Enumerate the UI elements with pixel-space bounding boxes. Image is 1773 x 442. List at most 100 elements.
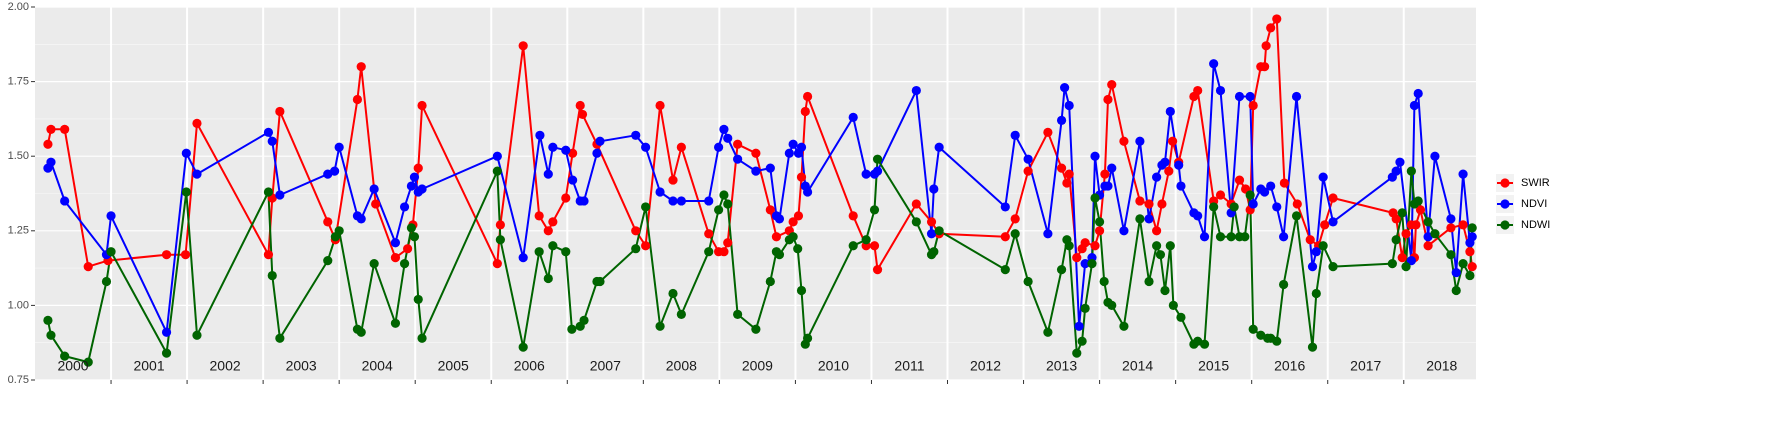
data-point — [1446, 214, 1456, 224]
data-point — [161, 327, 172, 337]
data-point — [848, 241, 858, 251]
data-point — [1272, 202, 1282, 212]
data-point — [1193, 211, 1203, 221]
data-point — [595, 276, 605, 287]
data-point — [1010, 214, 1020, 224]
data-point — [352, 94, 363, 105]
data-point — [802, 187, 813, 197]
data-point — [1413, 88, 1423, 99]
data-point — [548, 241, 558, 251]
data-point — [1467, 262, 1477, 272]
data-point — [1107, 79, 1117, 90]
data-point — [1465, 247, 1475, 257]
data-point — [1080, 238, 1090, 248]
data-point — [1077, 336, 1087, 346]
data-point — [1291, 211, 1302, 221]
data-point — [733, 139, 743, 149]
legend-label: SWIR — [1521, 177, 1550, 189]
data-point — [101, 276, 112, 287]
data-point — [534, 211, 544, 221]
data-point — [267, 136, 277, 146]
data-point — [788, 139, 798, 149]
data-point — [788, 217, 798, 227]
data-point — [1103, 94, 1113, 105]
data-point — [872, 264, 883, 275]
data-point — [1176, 312, 1186, 322]
data-point — [60, 351, 70, 361]
data-point — [765, 205, 775, 215]
data-point — [1160, 157, 1170, 167]
year-label: 2016 — [1274, 358, 1305, 374]
data-point — [1099, 276, 1109, 287]
data-point — [369, 259, 379, 269]
data-point — [492, 259, 502, 269]
year-label: 2010 — [818, 358, 849, 374]
data-point — [1446, 250, 1456, 260]
data-point — [1415, 205, 1426, 215]
data-point — [1401, 262, 1411, 272]
data-point — [1279, 279, 1289, 290]
data-point — [631, 226, 641, 236]
data-point — [275, 106, 285, 117]
data-point — [83, 357, 93, 367]
data-point — [771, 232, 782, 242]
data-point — [1056, 115, 1067, 125]
data-point — [1119, 136, 1129, 146]
data-point — [1152, 172, 1162, 182]
data-point — [848, 211, 858, 221]
data-point — [1056, 264, 1067, 275]
data-point — [579, 196, 589, 206]
data-point — [869, 205, 880, 215]
data-point — [929, 247, 939, 257]
data-point — [518, 342, 528, 352]
data-point — [1135, 196, 1145, 206]
data-point — [774, 250, 785, 260]
data-point — [1261, 41, 1271, 51]
data-point — [1090, 193, 1100, 203]
data-point — [1023, 166, 1033, 176]
data-point — [848, 112, 858, 123]
data-point — [181, 148, 191, 158]
year-label: 2008 — [666, 358, 697, 374]
data-point — [784, 148, 794, 158]
legend-point — [1500, 178, 1510, 188]
data-point — [409, 172, 420, 182]
data-point — [1423, 217, 1433, 227]
data-point — [796, 285, 807, 296]
data-point — [1119, 226, 1129, 236]
data-point — [676, 142, 686, 152]
data-point — [793, 211, 804, 221]
data-point — [192, 330, 202, 340]
data-point — [1307, 342, 1318, 352]
data-point — [1043, 127, 1053, 137]
data-point — [369, 184, 379, 194]
data-point — [568, 175, 578, 185]
data-point — [1430, 229, 1440, 239]
data-point — [733, 309, 743, 319]
data-point — [371, 199, 381, 209]
year-label: 2003 — [286, 358, 317, 374]
data-point — [1406, 256, 1416, 266]
data-point — [1090, 151, 1100, 161]
data-point — [1451, 267, 1461, 278]
year-label: 2006 — [514, 358, 545, 374]
data-point — [1135, 214, 1145, 224]
data-point — [1215, 232, 1226, 242]
data-point — [1155, 250, 1166, 260]
data-point — [161, 250, 172, 260]
data-point — [1467, 232, 1477, 242]
data-point — [1064, 241, 1074, 251]
data-point — [1080, 259, 1090, 269]
data-point — [1279, 178, 1289, 188]
data-point — [1458, 259, 1468, 269]
data-point — [668, 175, 678, 185]
data-point — [417, 333, 427, 343]
year-label: 2007 — [590, 358, 621, 374]
data-point — [1226, 232, 1236, 242]
data-point — [275, 333, 285, 343]
data-point — [180, 250, 191, 260]
data-point — [492, 166, 502, 176]
data-point — [595, 136, 605, 146]
y-tick-label: 0.75 — [8, 374, 29, 386]
